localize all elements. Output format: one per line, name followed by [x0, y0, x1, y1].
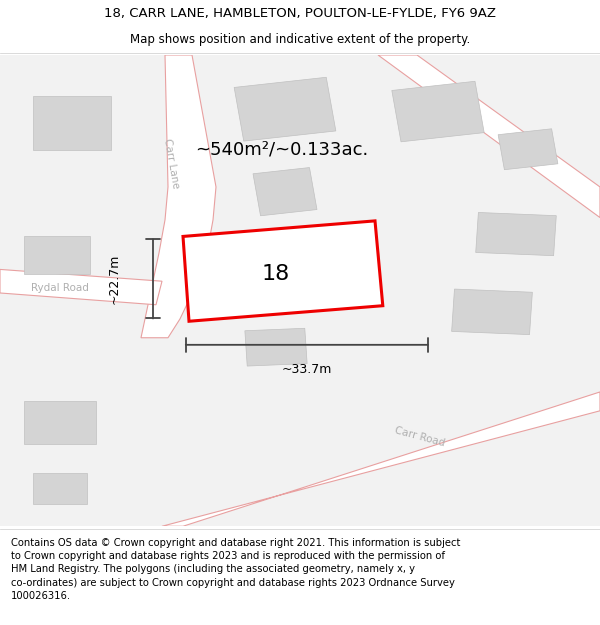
Text: 18, CARR LANE, HAMBLETON, POULTON-LE-FYLDE, FY6 9AZ: 18, CARR LANE, HAMBLETON, POULTON-LE-FYL… — [104, 8, 496, 20]
Polygon shape — [340, 250, 380, 279]
Polygon shape — [234, 78, 336, 141]
Text: Contains OS data © Crown copyright and database right 2021. This information is : Contains OS data © Crown copyright and d… — [11, 538, 460, 601]
Polygon shape — [24, 401, 96, 444]
Polygon shape — [33, 96, 111, 151]
Polygon shape — [183, 221, 383, 321]
Polygon shape — [452, 289, 532, 334]
Polygon shape — [245, 328, 307, 366]
Text: Carr Road: Carr Road — [394, 425, 446, 448]
Polygon shape — [378, 55, 600, 218]
Polygon shape — [498, 129, 558, 170]
Text: ~33.7m: ~33.7m — [282, 363, 332, 376]
Text: ~22.7m: ~22.7m — [107, 254, 121, 304]
Polygon shape — [24, 236, 90, 274]
Text: Map shows position and indicative extent of the property.: Map shows position and indicative extent… — [130, 33, 470, 46]
Polygon shape — [253, 168, 317, 216]
Text: ~540m²/~0.133ac.: ~540m²/~0.133ac. — [196, 140, 368, 158]
Polygon shape — [0, 55, 600, 526]
Polygon shape — [162, 392, 600, 526]
Polygon shape — [235, 235, 317, 294]
Polygon shape — [33, 473, 87, 504]
Polygon shape — [0, 269, 162, 305]
Polygon shape — [476, 213, 556, 256]
Text: Rydal Road: Rydal Road — [31, 283, 89, 293]
Text: 18: 18 — [262, 264, 290, 284]
Polygon shape — [141, 55, 216, 338]
Text: Carr Lane: Carr Lane — [161, 138, 181, 189]
Polygon shape — [392, 81, 484, 142]
